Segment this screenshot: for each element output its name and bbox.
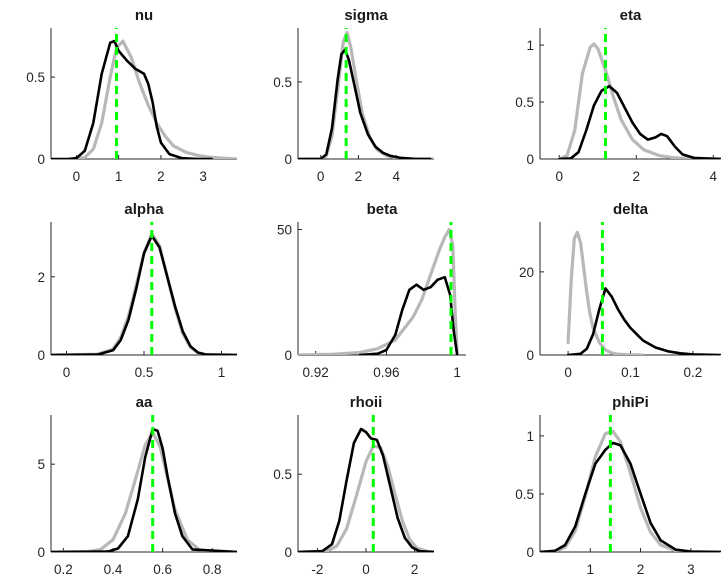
prior-density-line	[557, 42, 721, 159]
x-tick-label: 1	[587, 562, 595, 577]
prior-density-line	[298, 31, 434, 159]
y-tick-label: 0	[526, 348, 534, 363]
y-tick-label: 0.5	[26, 70, 45, 85]
y-tick-label: 0	[526, 152, 534, 167]
x-tick-label: 0	[555, 169, 563, 184]
panel-delta: 0 20 0 0.1 0.2 delta	[519, 201, 721, 380]
panel-eta: 0 0.5 1 0 2 4 eta	[515, 7, 721, 184]
y-tick-label: 0	[284, 152, 292, 167]
prior-density-line	[298, 227, 459, 355]
posterior-density-line	[540, 441, 721, 552]
x-tick-label: 2	[355, 169, 363, 184]
panel-title: eta	[620, 7, 642, 24]
panel-alpha: 0 2 0 0.5 1 alpha	[37, 201, 237, 380]
posterior-density-line	[51, 39, 213, 159]
panel-aa: 0 5 0.2 0.4 0.6 0.8 aa	[37, 394, 237, 577]
posterior-density-line	[298, 427, 434, 552]
panel-nu: 0 0.5 0 1 2 3 nu	[26, 7, 237, 184]
y-tick-label: 0	[284, 348, 292, 363]
prior-density-line	[51, 431, 237, 552]
y-tick-label: 0	[526, 545, 534, 560]
posterior-density-line	[51, 234, 237, 355]
x-tick-label: 2	[637, 562, 645, 577]
y-tick-label: 0.5	[515, 487, 534, 502]
posterior-density-line	[358, 275, 459, 355]
y-tick-label: 50	[277, 223, 292, 238]
prior-density-line	[566, 230, 645, 355]
y-tick-label: 0	[284, 545, 292, 560]
x-tick-label: 0.5	[135, 365, 154, 380]
x-tick-label: 0	[73, 169, 81, 184]
panel-rhoii: 0 0.5 -2 0 2 rhoii	[273, 394, 434, 577]
x-tick-label: 1	[218, 365, 226, 380]
panel-title: phiPi	[612, 394, 649, 411]
y-tick-label: 0	[37, 545, 45, 560]
prior-density-line	[540, 429, 721, 552]
y-tick-label: 20	[519, 265, 534, 280]
x-tick-label: 1	[115, 169, 123, 184]
y-tick-label: 1	[526, 38, 534, 53]
posterior-density-line	[51, 427, 237, 552]
panel-beta: 0 50 0.92 0.96 1 beta	[277, 201, 466, 380]
panel-title: alpha	[124, 201, 164, 218]
y-tick-label: 0.5	[515, 95, 534, 110]
y-tick-label: 5	[37, 457, 45, 472]
x-tick-label: 1	[453, 365, 461, 380]
y-tick-label: 0.5	[273, 467, 292, 482]
x-tick-label: 3	[199, 169, 207, 184]
x-tick-label: 0	[317, 169, 325, 184]
panel-title: sigma	[344, 7, 388, 24]
x-tick-label: 0	[564, 365, 572, 380]
posterior-density-line	[566, 287, 721, 355]
panel-title: delta	[613, 201, 649, 218]
x-tick-label: 0.2	[54, 562, 73, 577]
x-tick-label: 0.8	[203, 562, 222, 577]
prior-density-line	[298, 444, 434, 552]
x-tick-label: 0.4	[104, 562, 123, 577]
y-tick-label: 1	[526, 429, 534, 444]
x-tick-label: 2	[411, 562, 419, 577]
panel-sigma: 0 0.5 0 2 4 sigma	[273, 7, 434, 184]
y-tick-label: 0.5	[273, 75, 292, 90]
x-tick-label: 3	[687, 562, 695, 577]
panel-title: aa	[136, 394, 153, 411]
prior-density-line	[74, 39, 237, 159]
y-tick-label: 0	[37, 348, 45, 363]
panel-title: beta	[367, 201, 399, 218]
x-tick-label: 0.1	[621, 365, 640, 380]
posterior-density-line	[558, 84, 721, 159]
panel-title: nu	[135, 7, 153, 24]
x-tick-label: -2	[311, 562, 323, 577]
x-tick-label: 0	[362, 562, 370, 577]
x-tick-label: 4	[392, 169, 400, 184]
panel-title: rhoii	[350, 394, 383, 411]
x-tick-label: 2	[157, 169, 165, 184]
x-tick-label: 0.2	[684, 365, 703, 380]
y-tick-label: 0	[37, 152, 45, 167]
x-tick-label: 0.96	[373, 365, 399, 380]
x-tick-label: 0.6	[153, 562, 172, 577]
x-tick-label: 0	[63, 365, 71, 380]
x-tick-label: 4	[710, 169, 718, 184]
y-tick-label: 2	[37, 270, 45, 285]
x-tick-label: 0.92	[303, 365, 329, 380]
posterior-density-line	[298, 48, 432, 159]
panel-phiPi: 0 0.5 1 1 2 3 phiPi	[515, 394, 721, 577]
x-tick-label: 2	[633, 169, 641, 184]
